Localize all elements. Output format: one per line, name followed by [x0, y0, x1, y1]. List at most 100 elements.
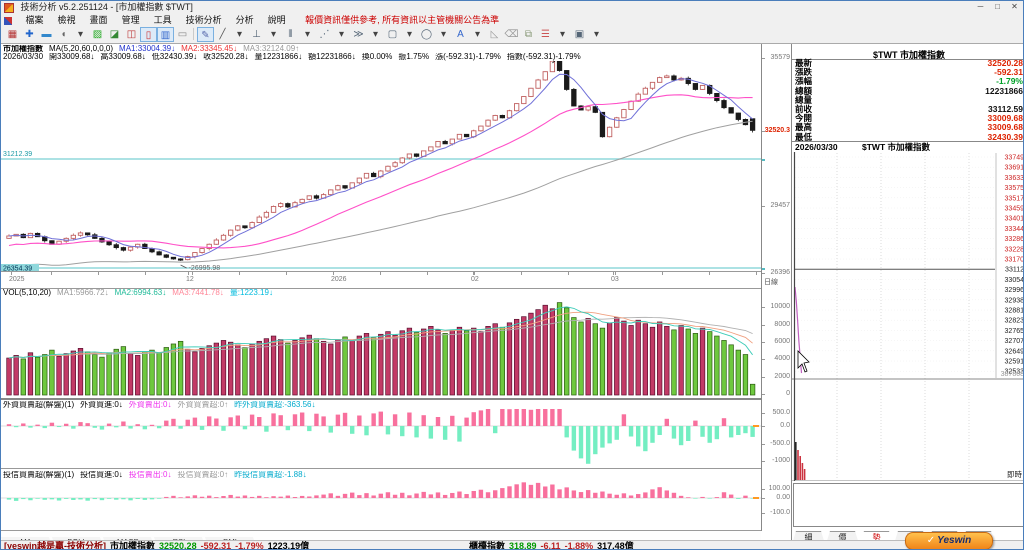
volume-chart[interactable]	[1, 288, 761, 398]
svg-text:33401: 33401	[1005, 216, 1024, 223]
volume-icon[interactable]: ☰	[537, 27, 554, 42]
svg-text:即時: 即時	[1007, 470, 1022, 479]
window-icon[interactable]: ▦	[4, 27, 21, 42]
trust-chart[interactable]	[1, 471, 761, 530]
fib-icon[interactable]: ⋰	[316, 27, 333, 42]
status-item: -592.31	[201, 541, 232, 550]
yeswin-badge[interactable]: ✓Yeswin	[905, 532, 993, 550]
trend-icon[interactable]: ⊥	[248, 27, 265, 42]
bars-icon[interactable]: ▥	[157, 27, 174, 42]
menu-item-檢視[interactable]: 檢視	[51, 14, 83, 26]
hdr2-seg: 漲(-592.31)-1.79%	[435, 53, 501, 61]
menu-item-工具[interactable]: 工具	[147, 14, 179, 26]
zigzag-icon[interactable]: ◪	[106, 27, 123, 42]
axis-tick	[762, 342, 765, 343]
toolbar: ▦✚▬◖▾▨◪◫▯▥▭│✎╱▾⊥▾⦀▾⋰▾≫▾▢▾◯▾A▾◺⌫⧉☰▾▣▾	[1, 26, 1024, 44]
menu-item-說明[interactable]: 說明	[261, 14, 293, 26]
text-icon[interactable]: A	[452, 27, 469, 42]
app-window: 技術分析 v5.2.251124 - [市加權指數 $TWT] ─ □ ✕ 檔案…	[0, 0, 1024, 550]
quote-disclaimer: 報價資訊僅供參考, 所有資訊以主管機關公告為準	[305, 15, 499, 25]
intraday-chart[interactable]: 3374933691336333357533517334593340133344…	[792, 152, 1024, 481]
menu-item-分析[interactable]: 分析	[229, 14, 261, 26]
axis-tick	[762, 377, 765, 378]
x-axis-tick	[11, 272, 12, 275]
speaker-icon[interactable]: ◖	[55, 27, 72, 42]
axis-tick	[762, 394, 765, 395]
ohlc-line: 2026/03/30開33009.68↓高33009.68↓低32430.39↓…	[3, 53, 759, 61]
dropdown-icon[interactable]: ▾	[299, 27, 316, 42]
line-icon[interactable]: ╱	[214, 27, 231, 42]
axis-label: 8000	[774, 321, 790, 328]
dropdown-icon[interactable]: ▾	[554, 27, 571, 42]
svg-text:31212.39: 31212.39	[3, 151, 32, 158]
axis-label: 10000	[771, 303, 790, 310]
candle-red-icon[interactable]: ▯	[140, 27, 157, 42]
add-icon[interactable]: ✚	[21, 27, 38, 42]
chart-green-icon[interactable]: ▨	[89, 27, 106, 42]
vol-hdr-seg: 量:1223.19↓	[230, 289, 273, 297]
axis-tick	[762, 273, 765, 274]
x-axis-tick	[380, 272, 381, 275]
foreign-chart[interactable]	[1, 401, 761, 468]
dropdown-icon[interactable]: ▾	[231, 27, 248, 42]
svg-text:33691: 33691	[1005, 165, 1024, 172]
status-item: -1.88%	[565, 541, 594, 550]
draw-icon[interactable]: ✎	[197, 27, 214, 42]
maximize-button[interactable]: □	[989, 1, 1006, 13]
price-indicator-line: 市加權指數MA(5,20,60,0,0,0)MA1:33004.39↓MA2:3…	[3, 45, 759, 53]
minus-icon[interactable]: ▬	[38, 27, 55, 42]
x-axis-label: 03	[611, 276, 619, 283]
t-hdr-seg: 投信賣出:0↓	[129, 471, 172, 479]
minimize-button[interactable]: ─	[972, 1, 989, 13]
app-icon	[4, 3, 14, 13]
period-label: 日線	[764, 277, 778, 287]
svg-text:32996: 32996	[1005, 287, 1024, 294]
axis-label: 100.00	[769, 485, 790, 492]
grid-icon[interactable]: ⦀	[282, 27, 299, 42]
yeswin-label: Yeswin	[937, 535, 971, 546]
menu-item-管理[interactable]: 管理	[115, 14, 147, 26]
copy-icon[interactable]: ⧉	[520, 27, 537, 42]
svg-text:33459: 33459	[1005, 206, 1024, 213]
dropdown-icon[interactable]: ▾	[588, 27, 605, 42]
foreign-indicator-line: 外資買賣超(解盤)(1)外資買進:0↓外資賣出:0↓外資買賣超:0↑昨外資買賣超…	[3, 401, 759, 409]
axis-tick	[762, 461, 765, 462]
close-button[interactable]: ✕	[1006, 1, 1023, 13]
svg-text:33344: 33344	[1005, 226, 1024, 233]
svg-text:32649: 32649	[1005, 348, 1024, 355]
gray-chart-icon[interactable]: ▭	[174, 27, 191, 42]
axis-label: 500.0	[772, 409, 790, 416]
vol-hdr-seg: MA1:5966.72↓	[57, 289, 109, 297]
axis-label: 0	[786, 390, 790, 397]
status-bar: [yeswin越是贏-技術分析]市加權指數32520.28-592.31-1.7…	[1, 540, 1024, 550]
arrow-icon[interactable]: ≫	[350, 27, 367, 42]
eraser-icon[interactable]: ⌫	[503, 27, 520, 42]
rect-icon[interactable]: ▢	[384, 27, 401, 42]
status-right: 櫃檯指數318.89-6.11-1.88%317.48億	[469, 541, 638, 550]
hdr2-seg: 高33009.68↓	[100, 53, 145, 61]
axis-label: 29457	[771, 202, 790, 209]
circle-icon[interactable]: ◯	[418, 27, 435, 42]
dropdown-icon[interactable]: ▾	[367, 27, 384, 42]
hdr1-seg: MA1:33004.39↓	[119, 45, 175, 53]
menu-item-技術分析[interactable]: 技術分析	[179, 14, 229, 26]
dropdown-icon[interactable]: ▾	[72, 27, 89, 42]
dropdown-icon[interactable]: ▾	[401, 27, 418, 42]
status-left: [yeswin越是贏-技術分析]市加權指數32520.28-592.31-1.7…	[4, 541, 313, 550]
status-item: -1.79%	[235, 541, 264, 550]
quote-row: 漲跌-592.31	[792, 68, 1024, 77]
svg-text:32707: 32707	[1005, 338, 1024, 345]
status-item: 市加權指數	[110, 541, 155, 550]
hdr2-seg: 低32430.39↓	[152, 53, 197, 61]
dropdown-icon[interactable]: ▾	[469, 27, 486, 42]
save-icon[interactable]: ▣	[571, 27, 588, 42]
menu-item-檔案[interactable]: 檔案	[19, 14, 51, 26]
dropdown-icon[interactable]: ▾	[333, 27, 350, 42]
dropdown-icon[interactable]: ▾	[265, 27, 282, 42]
shape-icon[interactable]: ◺	[486, 27, 503, 42]
menu-item-畫面[interactable]: 畫面	[83, 14, 115, 26]
axis-tick	[762, 325, 765, 326]
candle-icon[interactable]: ◫	[123, 27, 140, 42]
dropdown-icon[interactable]: ▾	[435, 27, 452, 42]
price-chart[interactable]: 35579.34-26995.9831212.3926354.39	[1, 59, 761, 271]
